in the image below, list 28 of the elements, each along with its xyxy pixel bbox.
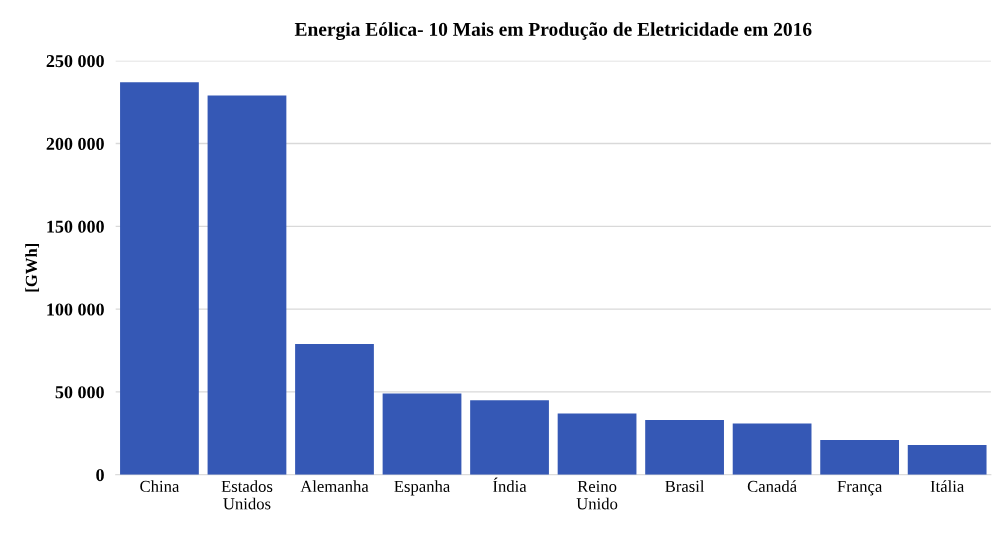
bar [382,393,462,475]
x-tick-label: Itália [930,480,965,492]
y-tick-label: 100 000 [47,303,104,316]
bar [207,95,287,475]
x-tick-label: Estados Unidos [221,480,273,510]
chart-title: Energia Eólica- 10 Mais em Produção de Eletricidade em 2016 [294,22,812,41]
x-tick-label: Espanha [394,480,451,496]
y-tick-label: 150 000 [47,220,104,233]
x-tick-label: China [140,480,180,492]
bar [295,343,374,475]
y-tick-label: 0 [96,468,104,482]
x-tick-label: Brasil [665,480,705,492]
y-axis-title: [GWh] [25,243,40,292]
x-tick-label: Alemanha [300,480,369,492]
bar [470,400,549,475]
y-tick-label: 250 000 [46,54,104,68]
bar [120,82,199,475]
bar [820,439,900,475]
bar [907,444,987,475]
y-tick-label: 50 000 [55,386,104,399]
x-tick-label: França [837,480,883,496]
bar [645,420,724,475]
x-tick-label: Índia [493,477,527,492]
bar [557,413,637,475]
x-tick-label: Reino Unido [576,480,618,510]
y-tick-label: 200 000 [46,137,104,150]
x-tick-label: Canadá [747,480,797,492]
bar [732,423,812,475]
